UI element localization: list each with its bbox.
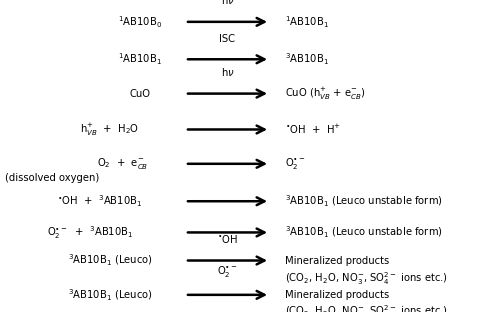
Text: $^{\bullet}$OH  +  $^{3}$AB10B$_{1}$: $^{\bullet}$OH + $^{3}$AB10B$_{1}$ [58,193,142,209]
Text: O$_{2}$  +  e$^{-}_{CB}$: O$_{2}$ + e$^{-}_{CB}$ [97,156,148,171]
Text: $^{1}$AB10B$_{0}$: $^{1}$AB10B$_{0}$ [118,14,162,30]
Text: Mineralized products: Mineralized products [285,256,389,266]
Text: $^{\bullet}$OH: $^{\bullet}$OH [217,233,238,245]
Text: $^{\bullet}$OH  +  H$^{+}$: $^{\bullet}$OH + H$^{+}$ [285,123,341,136]
Text: $^{1}$AB10B$_{1}$: $^{1}$AB10B$_{1}$ [285,14,329,30]
Text: (dissolved oxygen): (dissolved oxygen) [5,173,99,183]
Text: h$^{+}_{VB}$  +  H$_{2}$O: h$^{+}_{VB}$ + H$_{2}$O [80,121,140,138]
Text: ISC: ISC [220,34,236,44]
Text: $^{1}$AB10B$_{1}$: $^{1}$AB10B$_{1}$ [118,51,162,67]
Text: $^{3}$AB10B$_{1}$ (Leuco): $^{3}$AB10B$_{1}$ (Leuco) [68,253,152,268]
Text: (CO$_{2}$, H$_{2}$O, NO$_{3}^{-}$, SO$_{4}^{2-}$ ions etc.): (CO$_{2}$, H$_{2}$O, NO$_{3}^{-}$, SO$_{… [285,303,448,312]
Text: $^{3}$AB10B$_{1}$ (Leuco unstable form): $^{3}$AB10B$_{1}$ (Leuco unstable form) [285,193,443,209]
Text: $^{3}$AB10B$_{1}$ (Leuco): $^{3}$AB10B$_{1}$ (Leuco) [68,287,152,303]
Text: h$\nu$: h$\nu$ [220,0,234,6]
Text: O$_{2}^{\bullet-}$: O$_{2}^{\bullet-}$ [285,156,306,171]
Text: h$\nu$: h$\nu$ [220,66,234,78]
Text: $^{3}$AB10B$_{1}$: $^{3}$AB10B$_{1}$ [285,51,329,67]
Text: O$_{2}^{\bullet-}$: O$_{2}^{\bullet-}$ [217,264,238,279]
Text: Mineralized products: Mineralized products [285,290,389,300]
Text: $^{3}$AB10B$_{1}$ (Leuco unstable form): $^{3}$AB10B$_{1}$ (Leuco unstable form) [285,225,443,240]
Text: (CO$_{2}$, H$_{2}$O, NO$_{3}^{-}$, SO$_{4}^{2-}$ ions etc.): (CO$_{2}$, H$_{2}$O, NO$_{3}^{-}$, SO$_{… [285,270,448,287]
Text: CuO: CuO [130,89,150,99]
Text: CuO (h$^{+}_{VB}$ + e$^{-}_{CB}$): CuO (h$^{+}_{VB}$ + e$^{-}_{CB}$) [285,85,366,102]
Text: O$_{2}^{\bullet-}$  +  $^{3}$AB10B$_{1}$: O$_{2}^{\bullet-}$ + $^{3}$AB10B$_{1}$ [47,224,133,241]
